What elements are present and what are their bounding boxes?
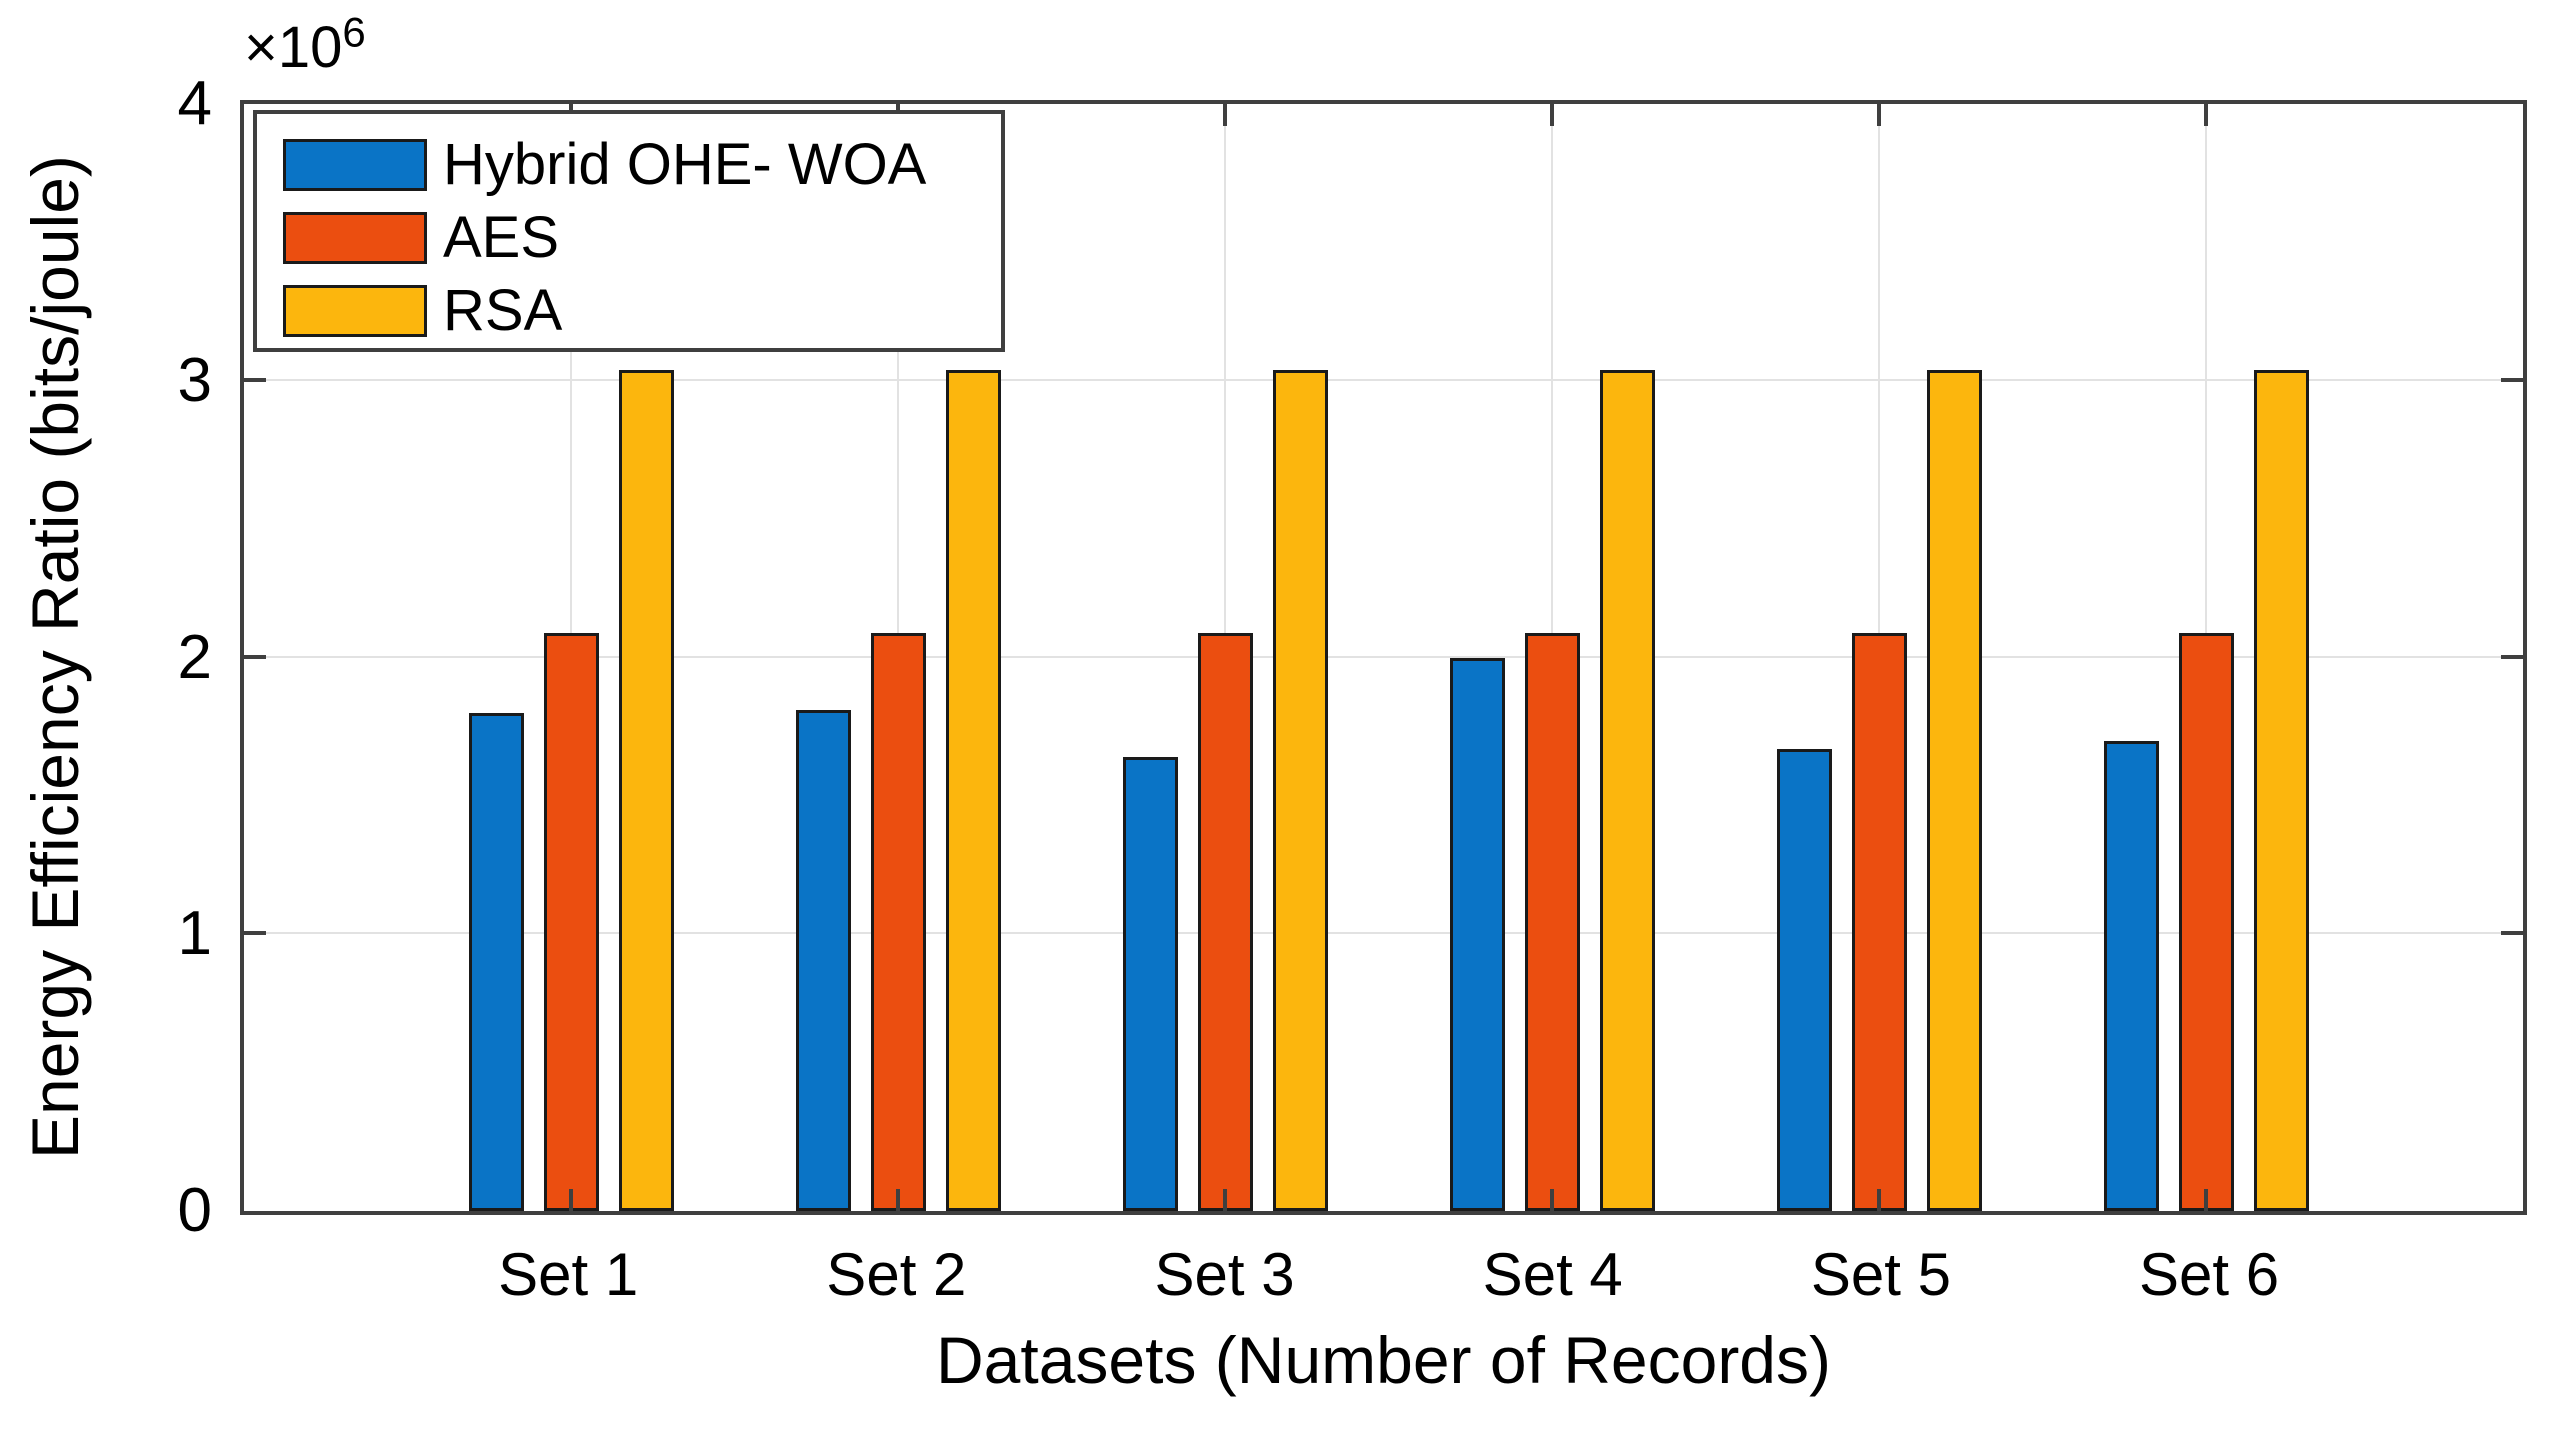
y-tick-label-3: 3 [177, 345, 212, 415]
y-tick-mark-right-2 [2501, 654, 2523, 659]
y-tick-label-0: 0 [177, 1176, 212, 1245]
y-axis-scale-prefix: ×10 [244, 15, 343, 80]
x-tick-label-set-6: Set 6 [2139, 1241, 2280, 1308]
x-tick-mark-top-6 [2204, 104, 2209, 126]
bar-rsa-set-2 [945, 369, 1001, 1211]
plot-area [240, 100, 2527, 1215]
bar-rsa-set-3 [1272, 369, 1328, 1211]
bar-hybrid-ohe-woa-set-1 [468, 712, 524, 1211]
legend-row-rsa: RSA [283, 274, 1001, 347]
y-tick-label-1: 1 [177, 899, 212, 969]
x-tick-mark-bottom-5 [1877, 1189, 1882, 1211]
x-tick-mark-top-5 [1877, 104, 1882, 126]
y-tick-label-2: 2 [177, 622, 212, 692]
x-axis-title: Datasets (Number of Records) [936, 1323, 1831, 1397]
x-tick-label-set-2: Set 2 [826, 1241, 967, 1308]
y-tick-mark-left-1 [244, 931, 266, 936]
x-tick-mark-top-3 [1223, 104, 1228, 126]
y-tick-mark-left-2 [244, 654, 266, 659]
y-tick-mark-right-1 [2501, 931, 2523, 936]
y-tick-mark-left-3 [244, 377, 266, 382]
x-tick-mark-bottom-6 [2204, 1189, 2209, 1211]
x-tick-label-set-3: Set 3 [1154, 1241, 1295, 1308]
bar-hybrid-ohe-woa-set-2 [795, 710, 851, 1211]
bar-aes-set-4 [1524, 632, 1580, 1211]
legend: Hybrid OHE- WOA AES RSA [253, 110, 1005, 352]
bar-aes-set-2 [870, 632, 926, 1211]
bar-hybrid-ohe-woa-set-6 [2103, 740, 2159, 1211]
bar-aes-set-5 [1851, 632, 1907, 1211]
legend-swatch-icon [283, 138, 427, 191]
bar-rsa-set-4 [1599, 369, 1655, 1211]
x-tick-mark-bottom-3 [1223, 1189, 1228, 1211]
y-axis-scale-label: ×106 [244, 11, 366, 81]
x-tick-label-set-1: Set 1 [498, 1241, 639, 1308]
bar-hybrid-ohe-woa-set-5 [1776, 748, 1832, 1211]
x-tick-labels: Set 1 Set 2 Set 3 Set 4 Set 5 Set 6 [240, 1240, 2527, 1320]
bar-rsa-set-1 [618, 369, 674, 1211]
h-gridline-y2 [244, 655, 2523, 658]
h-gridline-y1 [244, 932, 2523, 935]
y-tick-labels: 0 1 2 3 4 [0, 69, 212, 1245]
legend-label: AES [443, 205, 560, 270]
bar-aes-set-6 [2178, 632, 2234, 1211]
x-tick-label-set-5: Set 5 [1810, 1241, 1951, 1308]
y-tick-label-4: 4 [177, 69, 212, 138]
legend-swatch-icon [283, 284, 427, 337]
x-tick-mark-bottom-1 [569, 1189, 574, 1211]
bar-aes-set-3 [1197, 632, 1253, 1211]
bar-aes-set-1 [543, 632, 599, 1211]
bar-rsa-set-6 [2253, 369, 2309, 1211]
x-tick-mark-bottom-4 [1550, 1189, 1555, 1211]
legend-label: Hybrid OHE- WOA [443, 132, 927, 197]
h-gridline-y3 [244, 378, 2523, 381]
bar-rsa-set-5 [1926, 369, 1982, 1211]
legend-swatch-icon [283, 211, 427, 264]
legend-row-hybrid-ohe-woa: Hybrid OHE- WOA [283, 128, 1001, 201]
bar-hybrid-ohe-woa-set-3 [1122, 757, 1178, 1211]
x-tick-mark-bottom-2 [896, 1189, 901, 1211]
bar-hybrid-ohe-woa-set-4 [1449, 657, 1505, 1211]
x-tick-mark-top-4 [1550, 104, 1555, 126]
y-axis-scale-exponent: 6 [342, 8, 366, 56]
legend-row-aes: AES [283, 201, 1001, 274]
y-tick-mark-right-3 [2501, 377, 2523, 382]
x-tick-label-set-4: Set 4 [1482, 1241, 1623, 1308]
legend-label: RSA [443, 278, 563, 343]
